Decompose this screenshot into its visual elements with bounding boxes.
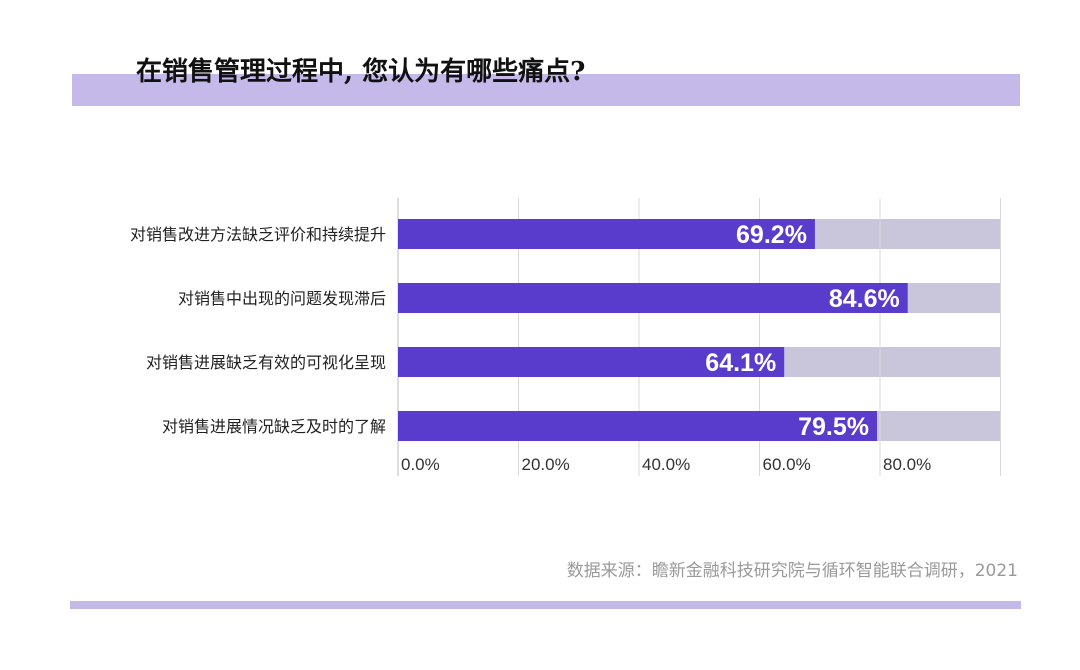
data-label: 69.2% <box>736 221 807 249</box>
x-tick-label: 80.0% <box>883 455 931 474</box>
bar <box>398 283 908 313</box>
data-label: 79.5% <box>798 413 869 441</box>
category-label: 对销售进展情况缺乏及时的了解 <box>162 417 386 436</box>
title-accent-band <box>72 74 1020 106</box>
bottom-accent-band <box>70 601 1021 609</box>
data-label: 64.1% <box>705 349 776 377</box>
category-label: 对销售改进方法缺乏评价和持续提升 <box>130 225 386 244</box>
x-tick-label: 60.0% <box>763 455 811 474</box>
category-label: 对销售中出现的问题发现滞后 <box>178 289 386 308</box>
x-tick-label: 20.0% <box>522 455 570 474</box>
category-label: 对销售进展缺乏有效的可视化呈现 <box>146 353 386 372</box>
bar <box>398 411 877 441</box>
bar <box>398 219 815 249</box>
x-tick-label: 0.0% <box>401 455 440 474</box>
data-label: 84.6% <box>829 285 900 313</box>
chart-title: 在销售管理过程中, 您认为有哪些痛点? <box>136 57 586 87</box>
x-tick-label: 40.0% <box>642 455 690 474</box>
bar <box>398 347 785 377</box>
source-note: 数据来源：瞻新金融科技研究院与循环智能联合调研，2021 <box>566 561 1018 581</box>
